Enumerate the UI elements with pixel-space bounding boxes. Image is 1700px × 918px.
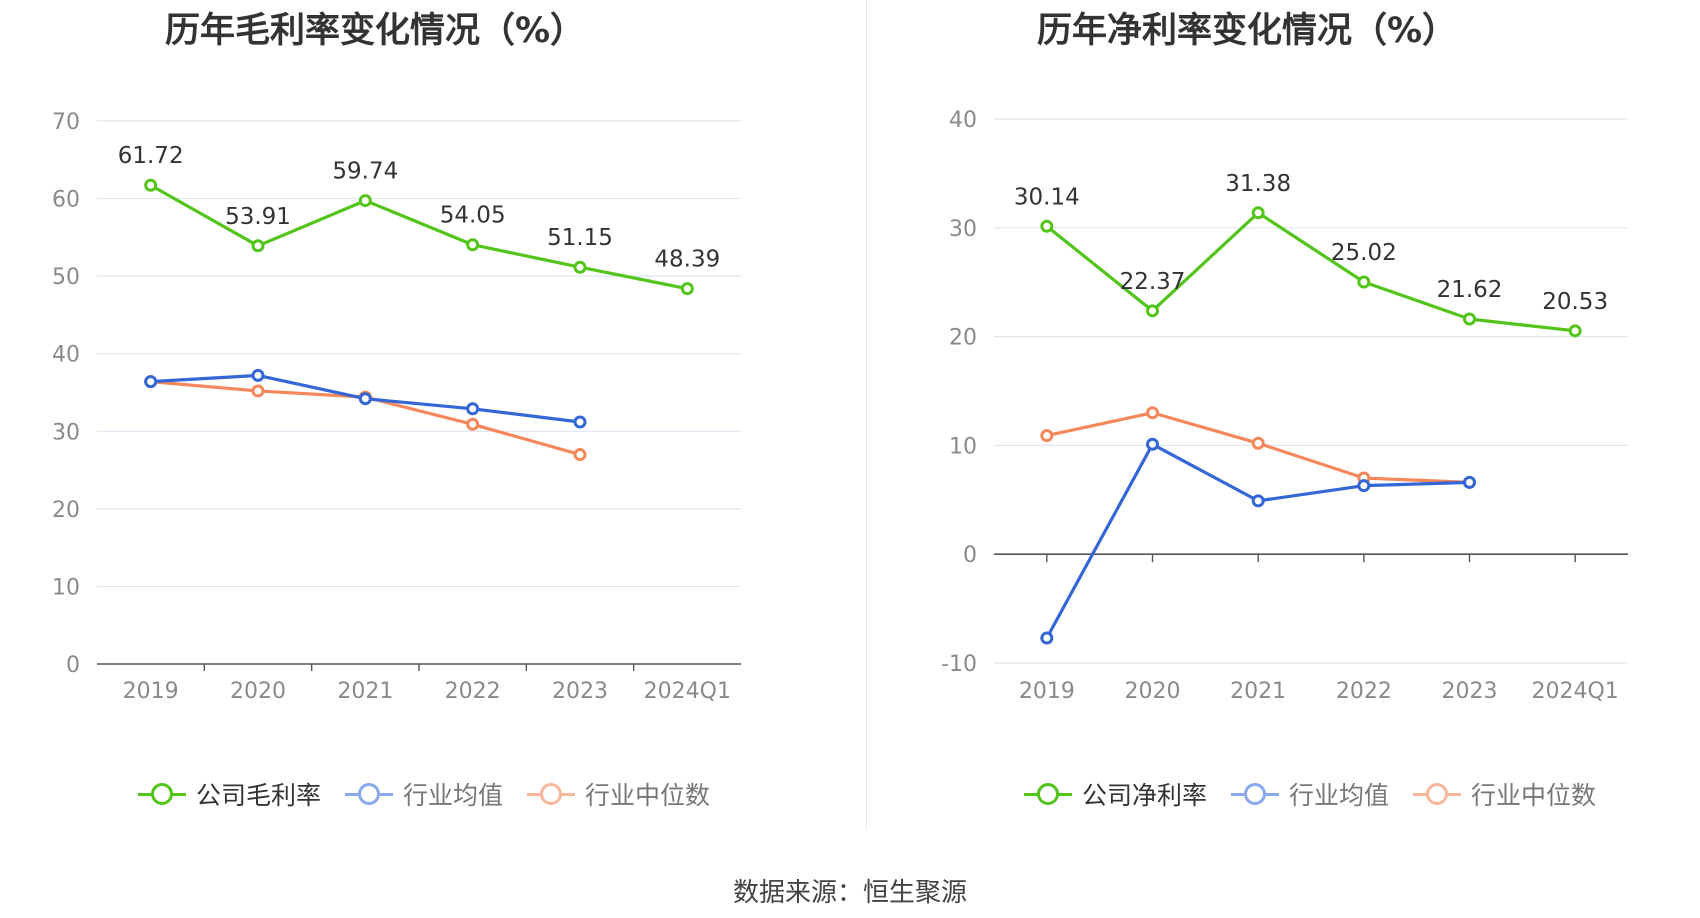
y-tick-label: 0 (66, 653, 80, 678)
x-tick-label: 2019 (1019, 679, 1075, 704)
gross-margin-legend: 公司毛利率 行业均值 行业中位数 (138, 776, 710, 812)
data-point-company (680, 282, 694, 296)
net-margin-legend: 公司净利率 行业均值 行业中位数 (1024, 776, 1596, 812)
y-tick-label: 10 (949, 434, 977, 459)
net-margin-panel: 历年净利率变化情况（%） -10 0 10 20 30 40 2019 2020 2021 202… (868, 0, 1700, 830)
data-label: 53.91 (225, 204, 291, 230)
legend-item-industry-average[interactable]: 行业均值 (1231, 776, 1389, 812)
y-tick-label: 50 (52, 265, 80, 290)
y-tick-label: -10 (941, 652, 977, 677)
data-point-avg (144, 375, 158, 389)
series-line-company (1045, 211, 1576, 333)
data-label: 20.53 (1542, 289, 1608, 315)
legend-item-industry-median[interactable]: 行业中位数 (527, 776, 710, 812)
series-line-avg (1045, 442, 1470, 639)
legend-label: 行业均值 (1289, 781, 1390, 810)
legend-label: 行业中位数 (585, 781, 711, 810)
legend-marker-icon (138, 782, 186, 806)
x-tick-label: 2021 (1230, 679, 1286, 704)
y-tick-label: 70 (52, 110, 80, 135)
data-point-company (358, 194, 372, 208)
data-label: 51.15 (547, 225, 613, 251)
x-tick-label: 2023 (1442, 679, 1498, 704)
data-label: 21.62 (1437, 277, 1503, 303)
data-point-avg (358, 392, 372, 406)
data-point-median (573, 448, 587, 462)
data-point-company (251, 239, 265, 253)
data-point-company (1146, 304, 1159, 318)
data-point-median (1146, 406, 1159, 420)
data-label: 48.39 (654, 247, 720, 273)
data-source-note: 数据来源：恒生聚源 (732, 878, 967, 908)
legend-marker-icon (527, 782, 576, 806)
series-line-company (149, 183, 688, 291)
data-point-avg (1357, 479, 1371, 493)
data-label: 61.72 (118, 143, 184, 169)
y-tick-label: 0 (963, 543, 977, 568)
data-point-avg (1146, 437, 1159, 451)
data-point-median (466, 417, 480, 431)
legend-label: 行业均值 (403, 781, 504, 810)
net-margin-chart-title: 历年净利率变化情况（%） (1036, 11, 1458, 51)
legend-marker-icon (345, 782, 394, 806)
data-point-avg (1463, 475, 1476, 489)
x-tick-label: 2024Q1 (1532, 679, 1619, 704)
y-tick-label: 40 (52, 343, 80, 368)
legend-item-industry-median[interactable]: 行业中位数 (1413, 776, 1596, 812)
y-tick-label: 60 (52, 188, 80, 213)
data-label: 59.74 (332, 159, 398, 185)
legend-label: 公司净利率 (1082, 781, 1208, 810)
data-label: 54.05 (440, 203, 506, 229)
x-tick-label: 2023 (552, 679, 608, 704)
data-label: 30.14 (1014, 184, 1080, 210)
data-label: 25.02 (1331, 240, 1397, 266)
data-point-median (251, 384, 265, 398)
legend-label: 行业中位数 (1471, 781, 1597, 810)
data-point-company (1251, 206, 1265, 220)
data-point-median (1251, 436, 1265, 450)
data-point-avg (251, 368, 265, 382)
data-point-company (466, 238, 480, 252)
panel-divider (866, 0, 867, 830)
data-point-company (1568, 324, 1582, 338)
x-tick-label: 2022 (445, 679, 501, 704)
data-point-avg (466, 402, 480, 416)
legend-marker-icon (1024, 782, 1072, 806)
x-tick-label: 2020 (230, 679, 286, 704)
y-tick-label: 20 (52, 498, 80, 523)
data-point-company (1463, 312, 1476, 326)
x-tick-label: 2021 (337, 679, 393, 704)
gross-margin-chart: 0 10 20 30 40 50 60 70 2019 2020 2021 2022 2023 2024Q… (52, 110, 741, 704)
data-point-avg (1040, 631, 1054, 645)
data-point-company (144, 178, 158, 192)
y-tick-label: 20 (949, 326, 977, 351)
x-tick-label: 2024Q1 (644, 679, 731, 704)
legend-label: 公司毛利率 (196, 781, 322, 810)
data-label: 31.38 (1225, 171, 1291, 197)
x-tick-label: 2020 (1125, 679, 1181, 704)
data-point-median (1040, 429, 1054, 443)
gross-margin-panel: 历年毛利率变化情况（%） 0 10 20 30 40 50 60 70 2019 2020 2021… (0, 0, 866, 830)
x-tick-label: 2022 (1336, 679, 1392, 704)
data-point-avg (1251, 494, 1265, 508)
x-tick-label: 2019 (123, 679, 179, 704)
legend-item-company-net-margin[interactable]: 公司净利率 (1024, 776, 1207, 812)
data-point-company (1040, 219, 1054, 233)
legend-marker-icon (1231, 782, 1280, 806)
y-tick-label: 40 (949, 108, 977, 133)
y-tick-label: 10 (52, 575, 80, 600)
legend-item-company-gross-margin[interactable]: 公司毛利率 (138, 776, 321, 812)
data-point-company (573, 260, 587, 274)
y-tick-label: 30 (52, 420, 80, 445)
y-tick-label: 30 (949, 217, 977, 242)
legend-marker-icon (1413, 782, 1462, 806)
data-point-avg (573, 415, 587, 429)
data-point-company (1357, 275, 1371, 289)
net-margin-chart: -10 0 10 20 30 40 2019 2020 2021 2022 2023 2024Q1 30… (941, 108, 1628, 704)
data-label: 22.37 (1120, 269, 1186, 295)
legend-item-industry-average[interactable]: 行业均值 (345, 776, 503, 812)
gross-margin-chart-title: 历年毛利率变化情况（%） (164, 11, 586, 51)
